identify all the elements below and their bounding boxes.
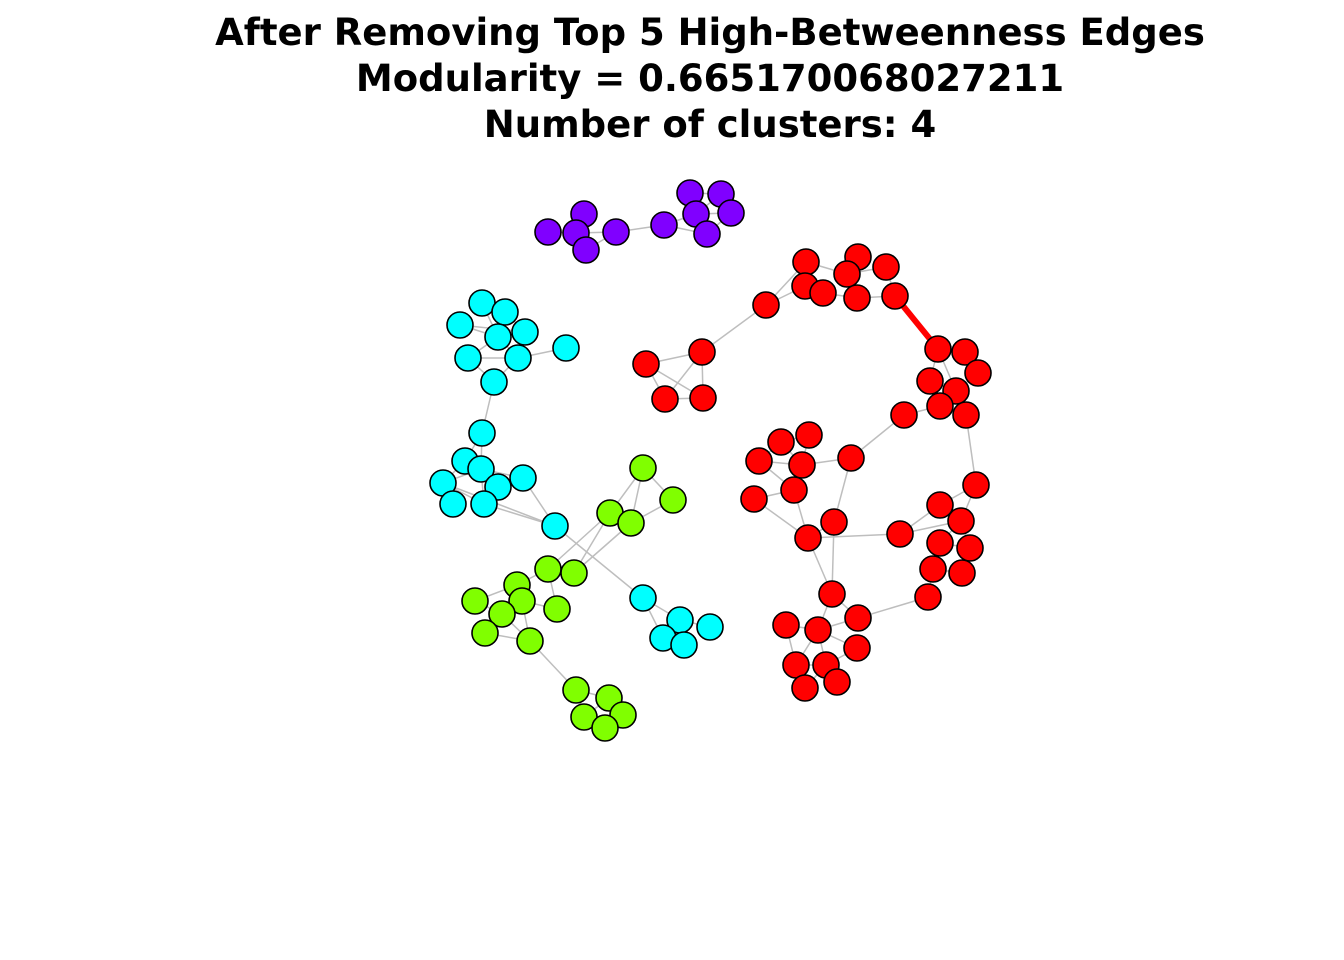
graph-node-green xyxy=(629,454,657,482)
graph-node-cyan xyxy=(468,289,496,317)
graph-node-red xyxy=(924,335,952,363)
graph-node-red xyxy=(688,338,716,366)
graph-node-green xyxy=(516,627,544,655)
graph-node-red xyxy=(788,451,816,479)
graph-node-cyan xyxy=(446,311,474,339)
graph-edge xyxy=(554,525,644,599)
graph-node-green xyxy=(617,509,645,537)
graph-node-cyan xyxy=(509,464,537,492)
graph-node-green xyxy=(461,587,489,615)
graph-node-purple xyxy=(602,218,630,246)
graph-node-green xyxy=(534,555,562,583)
graph-node-green xyxy=(543,595,571,623)
graph-node-red xyxy=(872,253,900,281)
graph-node-cyan xyxy=(511,318,539,346)
graph-node-cyan xyxy=(696,613,724,641)
modularity-line: Modularity = 0.665170068027211 xyxy=(355,57,1065,100)
graph-node-red xyxy=(926,529,954,557)
graph-edge xyxy=(547,512,611,570)
graph-node-red xyxy=(818,580,846,608)
graph-node-purple xyxy=(534,218,562,246)
graph-node-cyan xyxy=(470,490,498,518)
graph-node-red xyxy=(964,359,992,387)
graph-edge xyxy=(807,533,901,539)
title-line-1: After Removing Top 5 High-Betweenness Ed… xyxy=(215,11,1205,54)
graph-node-red xyxy=(651,385,679,413)
graph-node-red xyxy=(890,401,918,429)
graph-node-cyan xyxy=(491,298,519,326)
graph-node-red xyxy=(886,520,914,548)
graph-node-cyan xyxy=(480,368,508,396)
graph-node-red xyxy=(689,384,717,412)
cluster-count-line: Number of clusters: 4 xyxy=(483,103,937,146)
graph-node-cyan xyxy=(439,490,467,518)
graph-node-cyan xyxy=(670,631,698,659)
graph-node-red xyxy=(843,284,871,312)
graph-node-red xyxy=(951,338,979,366)
graph-node-red xyxy=(804,616,832,644)
graph-node-green xyxy=(562,676,590,704)
graph-edge xyxy=(442,482,556,527)
graph-node-red xyxy=(792,248,820,276)
graph-node-purple xyxy=(693,220,721,248)
graph-node-green xyxy=(508,587,536,615)
graph-node-red xyxy=(843,634,871,662)
graph-node-cyan xyxy=(504,344,532,372)
graph-node-red xyxy=(837,444,865,472)
graph-node-red xyxy=(952,401,980,429)
graph-node-cyan xyxy=(454,344,482,372)
graph-node-red xyxy=(782,651,810,679)
graph-node-cyan xyxy=(484,323,512,351)
graph-node-red xyxy=(809,279,837,307)
graph-node-red xyxy=(794,524,822,552)
graph-node-green xyxy=(488,600,516,628)
plot-title: After Removing Top 5 High-Betweenness Ed… xyxy=(0,10,1344,148)
graph-node-red xyxy=(947,507,975,535)
graph-node-green xyxy=(591,714,619,742)
graph-node-red xyxy=(881,282,909,310)
graph-node-cyan xyxy=(468,419,496,447)
graph-node-cyan xyxy=(541,512,569,540)
graph-node-green xyxy=(659,486,687,514)
graph-node-red xyxy=(740,485,768,513)
graph-node-red xyxy=(926,491,954,519)
graph-node-cyan xyxy=(552,334,580,362)
graph-node-red xyxy=(962,471,990,499)
graph-node-cyan xyxy=(629,584,657,612)
graph-node-green xyxy=(560,559,588,587)
graph-node-red xyxy=(767,428,795,456)
graph-node-red xyxy=(919,555,947,583)
graph-node-red xyxy=(916,367,944,395)
graph-node-red xyxy=(914,583,942,611)
graph-node-red xyxy=(791,674,819,702)
graph-node-red xyxy=(772,611,800,639)
graph-node-red xyxy=(745,447,773,475)
graph-node-purple xyxy=(717,199,745,227)
graph-node-red xyxy=(780,476,808,504)
graph-node-red xyxy=(820,508,848,536)
graph-node-red xyxy=(752,291,780,319)
graph-node-red xyxy=(632,350,660,378)
graph-node-red xyxy=(795,421,823,449)
graph-node-red xyxy=(833,260,861,288)
graph-node-purple xyxy=(572,236,600,264)
graph-node-red xyxy=(844,604,872,632)
graph-node-cyan xyxy=(467,455,495,483)
graph-node-red xyxy=(823,668,851,696)
graph-node-red xyxy=(948,559,976,587)
graph-node-red xyxy=(956,534,984,562)
graph-node-green xyxy=(471,619,499,647)
graph-node-purple xyxy=(650,211,678,239)
node-layer xyxy=(429,179,992,742)
graph-node-red xyxy=(926,392,954,420)
